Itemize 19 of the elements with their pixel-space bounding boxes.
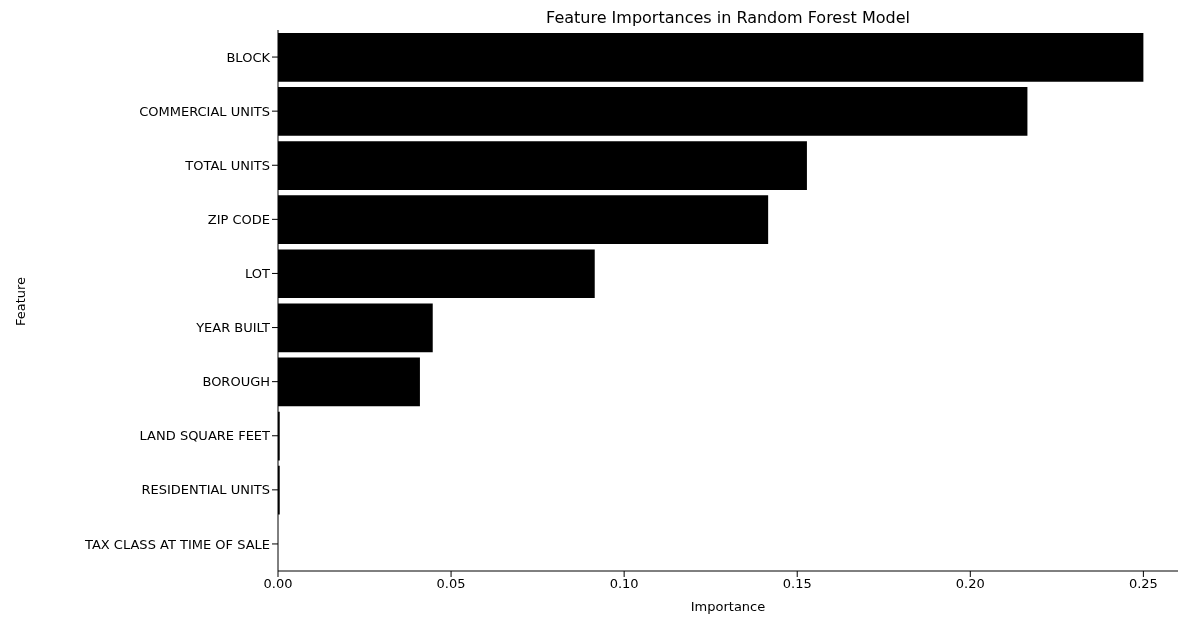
x-tick-label: 0.15: [782, 576, 812, 592]
x-tick-label: 0.25: [1128, 576, 1158, 592]
x-axis-title: Importance: [690, 599, 766, 614]
y-tick-label: COMMERCIAL UNITS: [139, 103, 270, 119]
y-tick-label: YEAR BUILT: [195, 320, 271, 336]
y-tick-label: RESIDENTIAL UNITS: [141, 482, 270, 498]
y-tick-label: TOTAL UNITS: [184, 157, 270, 173]
y-tick-label: LAND SQUARE FEET: [139, 428, 271, 444]
y-tick-label: BOROUGH: [202, 374, 270, 390]
y-tick-label: TAX CLASS AT TIME OF SALE: [84, 536, 270, 552]
chart-title: Feature Importances in Random Forest Model: [545, 8, 911, 27]
x-tick-label: 0.10: [609, 576, 639, 592]
x-tick-label: 0.20: [955, 576, 985, 592]
x-tick-label: 0.00: [263, 576, 293, 592]
y-axis-title: Feature: [13, 276, 29, 327]
x-tick-label: 0.05: [436, 576, 466, 592]
y-tick-label: ZIP CODE: [207, 211, 270, 227]
y-tick-label: LOT: [245, 266, 271, 282]
y-tick-label: BLOCK: [226, 49, 271, 65]
